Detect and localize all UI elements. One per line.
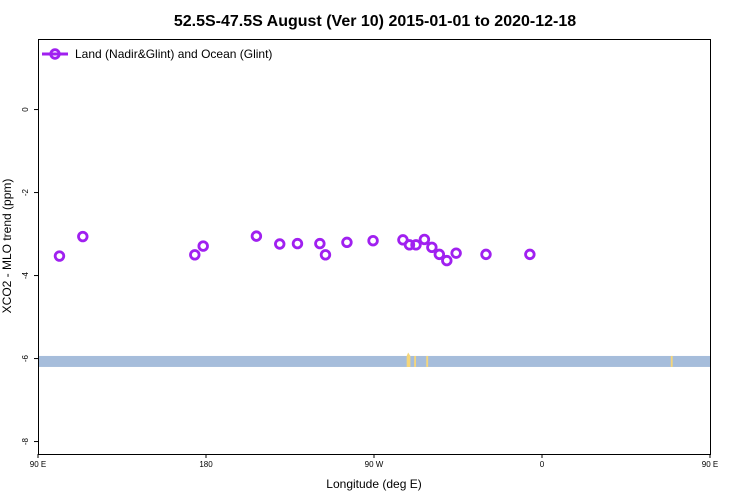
data-point xyxy=(274,238,286,250)
y-tick-label: -6 xyxy=(21,354,30,362)
data-point xyxy=(250,230,263,242)
land-patch xyxy=(426,355,429,367)
x-tick-label: 90 W xyxy=(365,460,384,469)
data-point xyxy=(450,247,462,259)
data-point xyxy=(403,239,416,251)
data-point xyxy=(319,249,332,261)
data-point xyxy=(418,233,431,246)
land-patch xyxy=(406,355,411,367)
data-point xyxy=(433,248,446,261)
land-peak xyxy=(406,352,411,356)
legend-entry-label: Land (Nadir&Glint) and Ocean (Glint) xyxy=(75,47,272,61)
y-axis: 0 -2 -4 -6 -8 xyxy=(21,107,38,445)
x-axis-label: Longitude (deg E) xyxy=(326,477,421,491)
data-point xyxy=(426,241,438,254)
data-point xyxy=(291,237,304,250)
y-tick-label: -4 xyxy=(21,271,30,279)
x-axis: 90 E 180 90 W 0 90 E xyxy=(30,454,718,469)
y-tick-label: -2 xyxy=(21,188,30,196)
x-tick-label: 90 E xyxy=(702,460,718,469)
data-point xyxy=(410,239,422,251)
legend-marker-icon xyxy=(49,48,61,60)
data-point xyxy=(480,248,492,261)
ocean-band xyxy=(39,355,710,367)
data-point xyxy=(341,236,353,249)
plot-area-frame xyxy=(38,39,711,455)
data-point xyxy=(367,234,379,247)
data-point xyxy=(524,248,536,261)
land-patch xyxy=(670,355,673,367)
y-tick-label: -8 xyxy=(21,437,30,445)
data-point xyxy=(314,237,326,250)
legend: Land (Nadir&Glint) and Ocean (Glint) xyxy=(42,47,272,61)
data-point xyxy=(53,250,66,262)
y-axis-label: XCO2 - MLO trend (ppm) xyxy=(0,179,14,314)
data-point xyxy=(77,230,89,243)
x-tick-label: 180 xyxy=(199,460,213,469)
data-point xyxy=(441,254,453,267)
data-points xyxy=(53,230,536,267)
data-point xyxy=(197,240,209,252)
data-point xyxy=(189,249,201,261)
x-tick-label: 0 xyxy=(540,460,545,469)
x-tick-label: 90 E xyxy=(30,460,46,469)
surface-band xyxy=(39,352,710,367)
y-tick-label: 0 xyxy=(21,107,30,112)
land-patch xyxy=(414,355,416,367)
chart-title: 52.5S-47.5S August (Ver 10) 2015-01-01 t… xyxy=(174,13,576,30)
